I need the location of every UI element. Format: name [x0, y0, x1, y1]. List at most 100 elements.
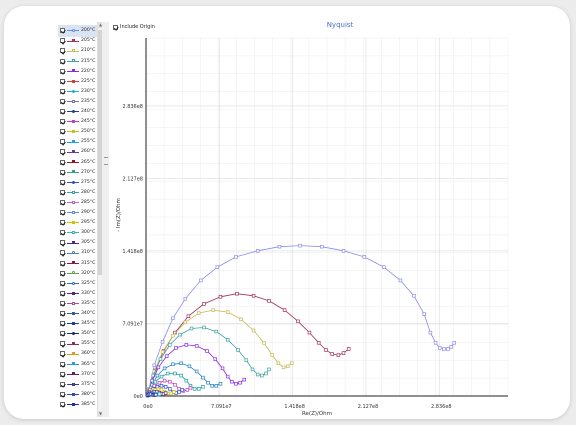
legend-checkbox[interactable]	[60, 280, 65, 286]
legend-checkbox[interactable]	[60, 199, 65, 205]
legend-label: 260°C	[81, 149, 96, 155]
legend-item[interactable]: 265°C	[58, 156, 108, 168]
legend-checkbox[interactable]	[60, 240, 65, 246]
legend-checkbox[interactable]	[60, 220, 65, 226]
legend-item[interactable]: 275°C	[58, 177, 108, 189]
scroll-up-button[interactable]: ▲	[98, 22, 103, 28]
legend-item[interactable]: 310°C	[58, 247, 108, 259]
legend-item[interactable]: 205°C	[58, 35, 108, 47]
legend-checkbox[interactable]	[60, 260, 65, 266]
legend-item[interactable]: 220°C	[58, 65, 108, 77]
legend-label: 215°C	[81, 58, 96, 64]
legend-item[interactable]: 315°C	[58, 257, 108, 269]
legend-checkbox[interactable]	[60, 159, 65, 165]
legend-item[interactable]: 290°C	[58, 207, 108, 219]
data-point	[173, 382, 177, 387]
legend-checkbox[interactable]	[60, 250, 65, 256]
legend-item[interactable]: 325°C	[58, 278, 108, 290]
legend-checkbox[interactable]	[60, 78, 65, 84]
legend-checkbox[interactable]	[60, 351, 65, 357]
legend-item[interactable]: 250°C	[58, 126, 108, 138]
legend-item[interactable]: 240°C	[58, 106, 108, 118]
legend-item[interactable]: 370°C	[58, 368, 108, 380]
legend-checkbox[interactable]	[60, 401, 65, 407]
legend-item[interactable]: 385°C	[58, 399, 108, 411]
legend-checkbox[interactable]	[60, 361, 65, 367]
legend-checkbox[interactable]	[60, 321, 65, 327]
legend-item[interactable]: 255°C	[58, 136, 108, 148]
legend-checkbox[interactable]	[60, 109, 65, 115]
legend-checkbox[interactable]	[60, 98, 65, 104]
data-point	[179, 373, 183, 378]
legend-checkbox[interactable]	[60, 169, 65, 175]
legend-item[interactable]: 295°C	[58, 217, 108, 229]
legend-item[interactable]: 360°C	[58, 348, 108, 360]
legend-checkbox[interactable]	[60, 311, 65, 317]
legend-checkbox[interactable]	[60, 270, 65, 276]
legend-item[interactable]: 280°C	[58, 187, 108, 199]
legend-checkbox[interactable]	[60, 88, 65, 94]
legend-item[interactable]: 355°C	[58, 338, 108, 350]
legend-checkbox[interactable]	[60, 210, 65, 216]
series-swatch-icon	[67, 48, 79, 53]
legend-item[interactable]: 305°C	[58, 237, 108, 249]
legend-checkbox[interactable]	[60, 230, 65, 236]
legend-item[interactable]: 200°C	[58, 25, 108, 37]
legend-item[interactable]: 230°C	[58, 86, 108, 98]
legend-checkbox[interactable]	[60, 48, 65, 54]
legend-checkbox[interactable]	[60, 381, 65, 387]
data-point	[262, 341, 266, 345]
legend-checkbox[interactable]	[60, 189, 65, 195]
legend-checkbox[interactable]	[60, 179, 65, 185]
legend-item[interactable]: 245°C	[58, 116, 108, 128]
legend-item[interactable]: 260°C	[58, 146, 108, 158]
legend-item[interactable]: 380°C	[58, 389, 108, 401]
legend-item[interactable]: 330°C	[58, 288, 108, 300]
legend-item[interactable]: 365°C	[58, 358, 108, 370]
legend-item[interactable]: 235°C	[58, 96, 108, 108]
legend-item[interactable]: 350°C	[58, 328, 108, 340]
x-tick-label: 2.836e8	[431, 404, 452, 410]
legend-checkbox[interactable]	[60, 331, 65, 337]
legend-scrollbar[interactable]: ▲ ▼	[97, 22, 103, 417]
legend-item[interactable]: 320°C	[58, 267, 108, 279]
legend-item[interactable]: 215°C	[58, 55, 108, 67]
data-point	[296, 319, 300, 324]
legend-item[interactable]: 345°C	[58, 318, 108, 330]
data-point	[155, 373, 160, 378]
data-point	[244, 358, 249, 362]
legend-checkbox[interactable]	[60, 129, 65, 135]
legend-checkbox[interactable]	[60, 371, 65, 377]
legend-item[interactable]: 335°C	[58, 298, 108, 310]
scroll-down-button[interactable]: ▼	[98, 411, 103, 417]
legend-item[interactable]: 375°C	[58, 379, 108, 391]
legend-checkbox[interactable]	[60, 290, 65, 296]
legend-item[interactable]: 270°C	[58, 166, 108, 178]
include-origin-toggle[interactable]: Include Origin	[111, 24, 155, 30]
legend-checkbox[interactable]	[60, 139, 65, 145]
legend-item[interactable]: 285°C	[58, 197, 108, 209]
legend-checkbox[interactable]	[60, 341, 65, 347]
legend-checkbox[interactable]	[60, 38, 65, 44]
series-swatch-icon	[67, 372, 79, 377]
legend-checkbox[interactable]	[60, 58, 65, 64]
panel-splitter[interactable]	[102, 22, 109, 417]
series-swatch-icon	[67, 160, 79, 165]
legend-checkbox[interactable]	[60, 28, 65, 34]
legend-item[interactable]: 300°C	[58, 227, 108, 239]
data-point	[156, 365, 161, 370]
series-swatch-icon	[67, 220, 79, 225]
legend-checkbox[interactable]	[60, 68, 65, 74]
data-point	[307, 330, 312, 335]
include-origin-checkbox[interactable]	[113, 24, 118, 30]
series-swatch-icon	[67, 250, 79, 255]
legend-checkbox[interactable]	[60, 300, 65, 306]
legend-item[interactable]: 210°C	[58, 45, 108, 57]
scrollbar-thumb[interactable]	[98, 30, 103, 275]
legend-checkbox[interactable]	[60, 119, 65, 125]
legend-checkbox[interactable]	[60, 391, 65, 397]
legend-item[interactable]: 225°C	[58, 76, 108, 88]
legend-item[interactable]: 340°C	[58, 308, 108, 320]
data-point	[442, 347, 446, 351]
legend-checkbox[interactable]	[60, 149, 65, 155]
